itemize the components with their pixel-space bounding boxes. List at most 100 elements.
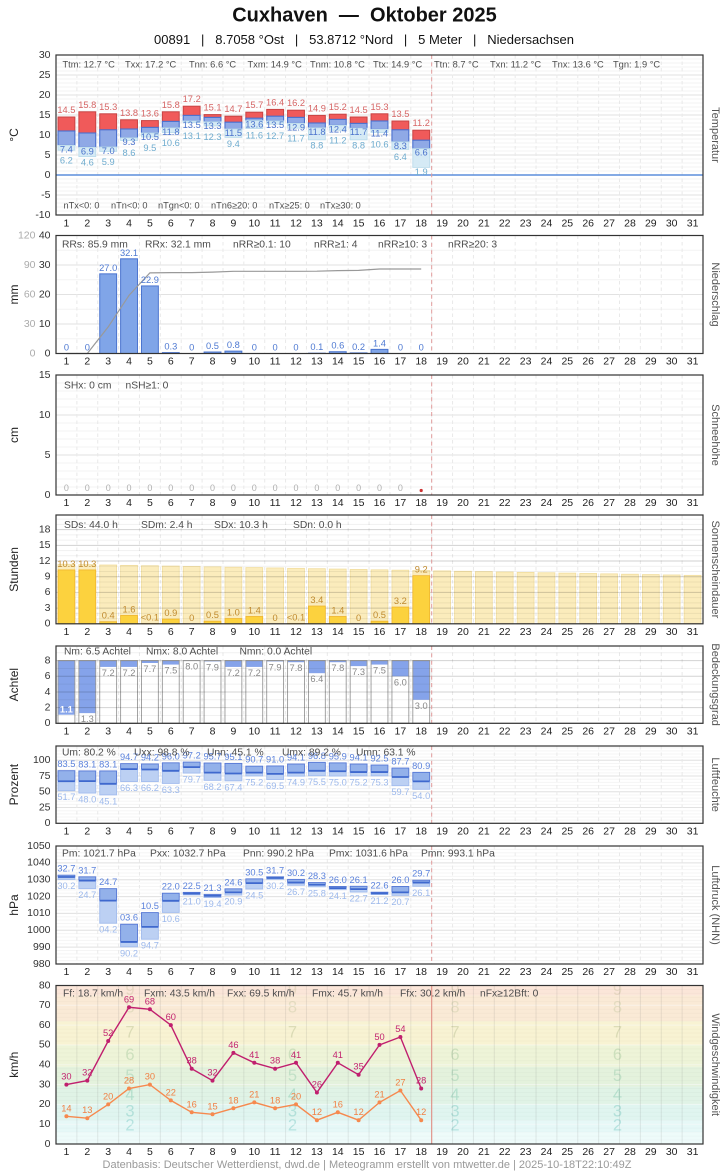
svg-text:29: 29 bbox=[645, 497, 657, 509]
svg-text:90.7: 90.7 bbox=[245, 755, 263, 765]
svg-text:22.0: 22.0 bbox=[162, 882, 180, 892]
svg-text:2: 2 bbox=[450, 1117, 459, 1135]
svg-text:12: 12 bbox=[416, 1107, 426, 1117]
svg-text:40: 40 bbox=[39, 229, 51, 241]
svg-text:21.2: 21.2 bbox=[370, 896, 388, 906]
svg-text:7: 7 bbox=[189, 1146, 195, 1158]
svg-text:24.1: 24.1 bbox=[329, 891, 347, 901]
svg-text:nRR≥10: 3: nRR≥10: 3 bbox=[378, 240, 427, 251]
svg-text:20: 20 bbox=[39, 89, 51, 101]
svg-text:16.2: 16.2 bbox=[287, 98, 305, 108]
svg-text:4: 4 bbox=[126, 966, 132, 978]
svg-text:11: 11 bbox=[270, 825, 281, 837]
svg-text:8.0: 8.0 bbox=[185, 662, 198, 672]
svg-text:12.7: 12.7 bbox=[266, 131, 284, 141]
svg-text:20: 20 bbox=[39, 288, 51, 300]
svg-text:20: 20 bbox=[457, 825, 469, 837]
svg-text:4: 4 bbox=[126, 725, 132, 737]
svg-text:60: 60 bbox=[166, 1012, 176, 1022]
svg-text:8: 8 bbox=[613, 999, 622, 1017]
svg-text:4: 4 bbox=[126, 217, 132, 229]
svg-text:Unn: 45.1 %: Unn: 45.1 % bbox=[207, 748, 264, 759]
svg-text:24: 24 bbox=[541, 825, 553, 837]
svg-text:95.7: 95.7 bbox=[203, 751, 221, 761]
svg-text:17: 17 bbox=[395, 497, 407, 509]
svg-text:Schneehöhe: Schneehöhe bbox=[709, 404, 721, 466]
svg-text:7.2: 7.2 bbox=[102, 668, 115, 678]
svg-text:83.1: 83.1 bbox=[78, 759, 96, 769]
svg-text:0: 0 bbox=[356, 483, 361, 493]
svg-text:Stunden: Stunden bbox=[7, 547, 21, 592]
svg-text:Prozent: Prozent bbox=[7, 763, 21, 805]
svg-text:16: 16 bbox=[374, 966, 386, 978]
svg-text:12.4: 12.4 bbox=[329, 124, 347, 134]
svg-text:16: 16 bbox=[374, 1146, 386, 1158]
svg-text:8: 8 bbox=[210, 966, 216, 978]
svg-text:19.4: 19.4 bbox=[203, 899, 221, 909]
svg-text:0.5: 0.5 bbox=[373, 610, 386, 620]
svg-text:26: 26 bbox=[312, 1079, 322, 1089]
svg-text:7.3: 7.3 bbox=[352, 667, 365, 677]
svg-text:6: 6 bbox=[45, 586, 51, 598]
svg-text:8: 8 bbox=[288, 999, 297, 1017]
svg-text:26.1: 26.1 bbox=[350, 875, 368, 885]
svg-text:2: 2 bbox=[84, 497, 90, 509]
svg-text:14: 14 bbox=[332, 725, 344, 737]
svg-text:1: 1 bbox=[63, 1146, 69, 1158]
svg-text:9: 9 bbox=[230, 1146, 236, 1158]
svg-text:13.6: 13.6 bbox=[141, 109, 159, 119]
svg-text:24: 24 bbox=[541, 497, 553, 509]
svg-text:10.5: 10.5 bbox=[141, 132, 159, 142]
svg-text:75: 75 bbox=[39, 770, 51, 782]
svg-text:31.7: 31.7 bbox=[78, 865, 96, 875]
svg-text:13: 13 bbox=[311, 626, 323, 638]
svg-text:19: 19 bbox=[436, 966, 448, 978]
svg-text:6: 6 bbox=[168, 497, 174, 509]
svg-text:5.9: 5.9 bbox=[102, 157, 115, 167]
svg-text:40: 40 bbox=[39, 1059, 51, 1071]
svg-text:15: 15 bbox=[39, 369, 51, 381]
svg-text:13.6: 13.6 bbox=[245, 120, 263, 130]
svg-text:11: 11 bbox=[270, 355, 281, 367]
svg-text:5: 5 bbox=[147, 217, 153, 229]
svg-text:25: 25 bbox=[561, 966, 573, 978]
svg-text:2: 2 bbox=[84, 355, 90, 367]
svg-text:15: 15 bbox=[353, 966, 365, 978]
svg-text:13.8: 13.8 bbox=[120, 108, 138, 118]
svg-text:2: 2 bbox=[84, 825, 90, 837]
svg-text:75.3: 75.3 bbox=[370, 777, 388, 787]
svg-text:-5: -5 bbox=[41, 189, 50, 201]
svg-text:10: 10 bbox=[248, 1146, 260, 1158]
svg-text:11.6: 11.6 bbox=[246, 131, 263, 141]
svg-text:2: 2 bbox=[84, 1146, 90, 1158]
svg-text:10.5: 10.5 bbox=[141, 901, 159, 911]
svg-text:14: 14 bbox=[332, 966, 344, 978]
svg-text:9.5: 9.5 bbox=[143, 143, 156, 153]
svg-text:31: 31 bbox=[687, 725, 699, 737]
svg-text:3: 3 bbox=[105, 217, 111, 229]
svg-text:12: 12 bbox=[290, 626, 302, 638]
svg-text:nTx≥30: 0: nTx≥30: 0 bbox=[320, 200, 361, 210]
svg-text:14.5: 14.5 bbox=[350, 105, 368, 115]
svg-text:Datenbasis: Deutscher Wetterdi: Datenbasis: Deutscher Wetterdienst, dwd.… bbox=[103, 1159, 632, 1171]
svg-text:3: 3 bbox=[105, 725, 111, 737]
svg-text:12: 12 bbox=[290, 497, 302, 509]
svg-text:60: 60 bbox=[24, 288, 36, 300]
svg-text:0: 0 bbox=[189, 613, 194, 623]
svg-text:11: 11 bbox=[270, 1146, 281, 1158]
svg-text:20: 20 bbox=[457, 1146, 469, 1158]
svg-text:26: 26 bbox=[582, 725, 594, 737]
svg-text:18: 18 bbox=[228, 1095, 238, 1105]
svg-text:11: 11 bbox=[270, 626, 281, 638]
svg-text:23: 23 bbox=[520, 626, 532, 638]
svg-text:24.7: 24.7 bbox=[78, 890, 96, 900]
svg-text:4: 4 bbox=[126, 626, 132, 638]
svg-text:12: 12 bbox=[290, 1146, 302, 1158]
svg-text:94.7: 94.7 bbox=[120, 752, 138, 762]
svg-text:0: 0 bbox=[64, 483, 69, 493]
svg-text:25: 25 bbox=[561, 725, 573, 737]
svg-text:68: 68 bbox=[145, 996, 155, 1006]
svg-text:7.5: 7.5 bbox=[164, 666, 177, 676]
svg-text:0: 0 bbox=[168, 483, 173, 493]
svg-text:21.0: 21.0 bbox=[183, 896, 201, 906]
